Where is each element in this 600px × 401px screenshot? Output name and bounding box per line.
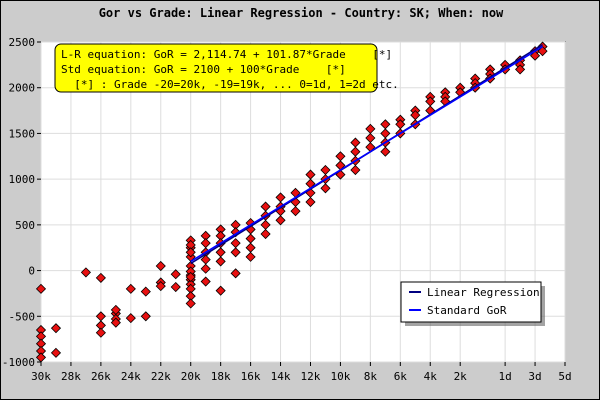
y-tick-label: 2000 — [9, 82, 36, 95]
data-point — [140, 311, 151, 322]
x-tick-label: 10k — [330, 370, 350, 383]
series-line-standard-gor — [190, 45, 543, 263]
data-point — [380, 146, 391, 157]
y-tick-label: -1000 — [2, 356, 35, 369]
data-point — [305, 196, 316, 208]
data-point — [275, 215, 286, 226]
y-tick-label: 1000 — [9, 173, 36, 186]
legend-label-linear-regression: Linear Regression — [427, 286, 540, 299]
legend-label-standard-gor: Standard GoR — [427, 304, 507, 317]
x-axis-ticks: 30k 28k 26k 24k 22k 20k 18k 16k 14k 12k 10k 8k 6k 4k 2… — [31, 362, 572, 383]
data-point — [110, 317, 121, 328]
data-point — [260, 228, 271, 240]
y-tick-label: 1500 — [9, 127, 36, 140]
equation-line-1: L-R equation: GoR = 2,114.74 + 101.87*Gr… — [61, 48, 392, 61]
regression-lines — [190, 43, 543, 265]
x-tick-label: 1d — [498, 370, 511, 383]
data-point — [185, 271, 196, 283]
chart-title: Gor vs Grade: Linear Regression - Countr… — [99, 6, 504, 20]
data-point — [245, 251, 256, 262]
x-tick-label: 12k — [301, 370, 321, 383]
data-point — [95, 272, 106, 283]
y-tick-label: -500 — [9, 310, 36, 323]
y-tick-label: 0 — [28, 265, 35, 278]
data-point — [110, 304, 121, 315]
data-point — [125, 313, 136, 324]
y-tick-label: 500 — [15, 219, 35, 232]
x-tick-label: 6k — [394, 370, 408, 383]
x-tick-label: 4k — [424, 370, 438, 383]
data-point — [170, 281, 181, 293]
x-tick-label: 22k — [151, 370, 171, 383]
data-point — [230, 247, 241, 258]
data-point — [290, 206, 301, 217]
x-tick-label: 3d — [528, 370, 541, 383]
data-point — [200, 276, 211, 287]
equation-line-3: [*] : Grade -20=20k, -19=19k, ... 0=1d, … — [61, 78, 399, 91]
y-axis-ticks: -1000 -500 0 500 1000 1500 2000 2500 — [2, 36, 41, 369]
x-tick-label: 30k — [31, 370, 51, 383]
data-point — [35, 283, 47, 294]
equation-line-2: Std equation: GoR = 2100 + 100*Grade [*] — [61, 63, 346, 76]
data-point — [80, 267, 91, 278]
data-point — [350, 164, 361, 176]
x-tick-label: 20k — [181, 370, 201, 383]
data-point — [50, 323, 62, 334]
x-tick-label: 18k — [211, 370, 231, 383]
data-point — [230, 268, 241, 279]
x-tick-label: 28k — [61, 370, 81, 383]
data-point — [125, 283, 136, 294]
x-tick-label: 14k — [271, 370, 291, 383]
x-tick-label: 24k — [121, 370, 141, 383]
x-tick-label: 5d — [558, 370, 571, 383]
data-point — [200, 263, 211, 274]
data-point — [215, 285, 226, 296]
data-point — [155, 260, 166, 272]
x-tick-label: 26k — [91, 370, 111, 383]
data-point — [155, 281, 166, 292]
data-point — [185, 247, 196, 258]
x-tick-label: 2k — [454, 370, 468, 383]
equation-box: L-R equation: GoR = 2,114.74 + 101.87*Gr… — [54, 43, 399, 93]
legend: Linear Regression Standard GoR — [400, 281, 545, 326]
data-point — [529, 50, 541, 61]
x-tick-label: 8k — [364, 370, 378, 383]
data-point — [50, 347, 62, 358]
data-point — [140, 286, 151, 297]
data-point — [95, 327, 106, 338]
data-point — [515, 64, 526, 75]
data-point — [170, 269, 181, 280]
data-point — [320, 183, 331, 194]
data-point — [537, 46, 548, 57]
y-tick-label: 2500 — [9, 36, 36, 49]
data-point — [215, 256, 226, 267]
data-point — [185, 298, 196, 309]
x-tick-label: 16k — [241, 370, 261, 383]
